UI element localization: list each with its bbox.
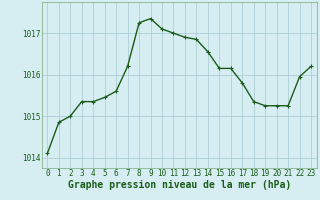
X-axis label: Graphe pression niveau de la mer (hPa): Graphe pression niveau de la mer (hPa) xyxy=(68,180,291,190)
